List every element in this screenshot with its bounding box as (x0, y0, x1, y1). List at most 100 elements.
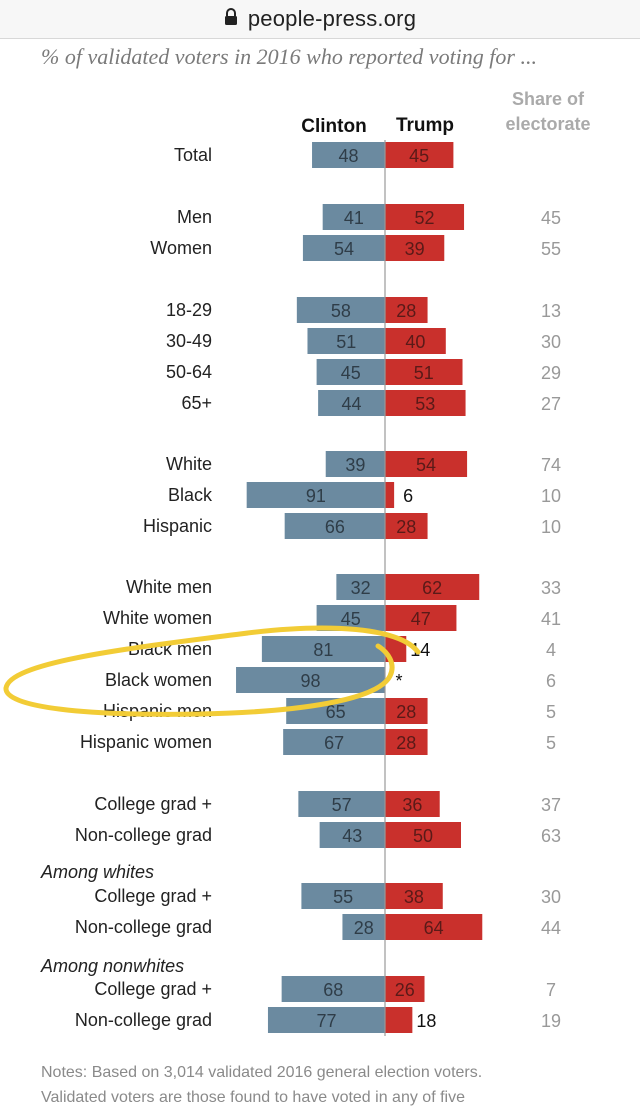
value-label-clinton: 48 (339, 146, 359, 166)
bar-trump (385, 359, 463, 385)
bar-trump (385, 328, 446, 354)
value-label-clinton: 41 (344, 208, 364, 228)
browser-url-bar[interactable]: people-press.org (0, 0, 640, 39)
bar-trump (385, 204, 465, 230)
share-value: 45 (541, 208, 561, 228)
bar-clinton (325, 451, 385, 477)
row-label: Hispanic men (103, 701, 212, 721)
value-label-clinton: 57 (332, 795, 352, 815)
bar-clinton (236, 667, 385, 693)
share-value: 33 (541, 578, 561, 598)
value-label-clinton: 28 (354, 918, 374, 938)
lock-icon (224, 7, 238, 31)
value-label-trump: 54 (416, 455, 436, 475)
row-label: Non-college grad (75, 917, 212, 937)
value-label-clinton: 55 (333, 887, 353, 907)
row-label: Non-college grad (75, 1010, 212, 1030)
value-label-clinton: 98 (301, 671, 321, 691)
bar-trump (385, 513, 428, 539)
value-label-trump: 51 (414, 363, 434, 383)
value-label-trump: * (395, 671, 402, 691)
bar-clinton (301, 883, 385, 909)
value-label-clinton: 54 (334, 239, 354, 259)
share-value: 7 (546, 980, 556, 1000)
share-value: 44 (541, 918, 561, 938)
bar-clinton (322, 204, 385, 230)
bar-clinton (319, 822, 385, 848)
bar-clinton (316, 359, 385, 385)
bar-clinton (307, 328, 385, 354)
value-label-trump: 62 (422, 578, 442, 598)
value-label-clinton: 58 (331, 301, 351, 321)
bar-trump (385, 914, 483, 940)
bar-trump (385, 451, 468, 477)
bar-trump (385, 883, 443, 909)
share-value: 10 (541, 517, 561, 537)
group-label: Among whites (40, 862, 154, 882)
value-label-trump: 53 (415, 394, 435, 414)
row-label: White men (126, 577, 212, 597)
bar-trump (385, 482, 395, 508)
row-label: 50-64 (166, 362, 212, 382)
share-value: 4 (546, 640, 556, 660)
value-label-clinton: 67 (324, 733, 344, 753)
row-label: Non-college grad (75, 825, 212, 845)
value-label-clinton: 45 (341, 609, 361, 629)
share-value: 13 (541, 301, 561, 321)
bar-trump (385, 235, 445, 261)
value-label-trump: 28 (396, 733, 416, 753)
value-label-clinton: 44 (342, 394, 362, 414)
notes-line-2: Validated voters are those found to have… (41, 1089, 465, 1106)
bar-trump (385, 698, 428, 724)
bar-clinton (312, 142, 385, 168)
bar-trump (385, 1007, 413, 1033)
value-label-trump: 14 (410, 640, 430, 660)
value-label-clinton: 39 (345, 455, 365, 475)
share-value: 6 (546, 671, 556, 691)
chart-subtitle: % of validated voters in 2016 who report… (41, 44, 537, 69)
value-label-trump: 28 (396, 702, 416, 722)
value-label-clinton: 91 (306, 486, 326, 506)
bar-trump (385, 142, 454, 168)
value-label-trump: 45 (409, 146, 429, 166)
row-label: Women (150, 238, 212, 258)
share-value: 29 (541, 363, 561, 383)
share-value: 27 (541, 394, 561, 414)
bar-trump (385, 976, 425, 1002)
series-header-clinton: Clinton (301, 116, 366, 137)
share-value: 37 (541, 795, 561, 815)
row-label: College grad + (94, 886, 212, 906)
bar-trump (385, 791, 440, 817)
row-label: Hispanic (143, 516, 212, 536)
share-value: 74 (541, 455, 561, 475)
value-label-trump: 47 (411, 609, 431, 629)
notes: Notes: Based on 3,014 validated 2016 gen… (41, 1060, 631, 1110)
bar-clinton (342, 914, 385, 940)
bar-clinton (318, 390, 385, 416)
share-value: 55 (541, 239, 561, 259)
bar-trump (385, 822, 461, 848)
value-label-clinton: 45 (341, 363, 361, 383)
value-label-clinton: 66 (325, 517, 345, 537)
bar-clinton (336, 574, 385, 600)
bar-trump (385, 574, 480, 600)
bar-clinton (298, 791, 385, 817)
bar-clinton (296, 297, 385, 323)
share-value: 30 (541, 332, 561, 352)
value-label-trump: 38 (404, 887, 424, 907)
row-label: 65+ (181, 393, 212, 413)
row-label: Hispanic women (80, 732, 212, 752)
row-label: College grad + (94, 794, 212, 814)
bar-clinton (246, 482, 385, 508)
value-label-clinton: 77 (316, 1011, 336, 1031)
value-label-clinton: 65 (326, 702, 346, 722)
value-label-trump: 28 (396, 517, 416, 537)
value-label-trump: 52 (415, 208, 435, 228)
bar-clinton (284, 513, 385, 539)
bar-trump (385, 390, 466, 416)
bar-clinton (283, 729, 385, 755)
value-label-clinton: 51 (336, 332, 356, 352)
share-header-line-1: Share of (512, 89, 585, 109)
highlight-annotation-ellipse (3, 625, 421, 717)
